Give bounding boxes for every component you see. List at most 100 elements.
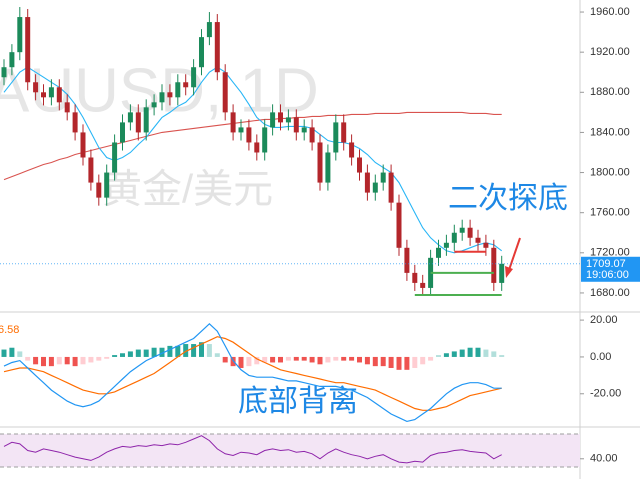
candle-body (238, 127, 244, 133)
price-tag (581, 256, 640, 282)
histogram-bar (483, 349, 489, 357)
histogram-bar (475, 347, 481, 357)
histogram-bar (167, 345, 173, 357)
annotation: 二次探底 (448, 182, 568, 215)
candle-body (222, 72, 228, 113)
candle-body (88, 157, 94, 183)
macd-line (3, 322, 502, 423)
candle-body (96, 182, 102, 198)
histogram-bar (112, 355, 118, 357)
rsi-line (3, 435, 502, 464)
arrow (508, 237, 521, 271)
candle-body (459, 227, 465, 233)
candle-body (214, 22, 220, 73)
candle-body (325, 152, 331, 183)
histogram-bar (317, 356, 323, 365)
candle-body (475, 237, 481, 243)
candle-body (199, 37, 204, 68)
histogram-bar (420, 356, 426, 365)
candle-body (9, 52, 15, 68)
candle-body (270, 112, 276, 128)
y-tick-label: 1760.00 (590, 207, 630, 219)
histogram-bar (349, 356, 355, 361)
candle-body (285, 117, 291, 123)
histogram-bar (380, 356, 386, 367)
histogram-bar (285, 356, 291, 361)
histogram-bar (278, 356, 283, 363)
candle-body (301, 127, 307, 133)
y-tick-label: 1840.00 (590, 126, 630, 138)
candle-body (436, 247, 441, 258)
histogram-bar (238, 356, 244, 368)
y-tick-label: 1800.00 (590, 166, 630, 178)
candle-body (191, 67, 197, 88)
histogram-bar (64, 356, 70, 365)
histogram-bar (443, 353, 449, 357)
candle-body (364, 172, 370, 193)
histogram-bar (33, 356, 39, 365)
candle-body (143, 107, 149, 133)
y-tick-label: 20.00 (590, 314, 618, 326)
candle-body (341, 122, 347, 143)
candle-body (420, 282, 426, 288)
candle-body (396, 202, 402, 248)
candle-body (183, 82, 189, 88)
histogram-bar (428, 356, 434, 361)
y-tick-label: 40.00 (590, 453, 618, 465)
histogram-bar (135, 349, 141, 357)
histogram-bar (88, 356, 94, 363)
candle-body (33, 82, 39, 93)
candle-body (104, 172, 110, 198)
candle-body (262, 127, 268, 153)
histogram-bar (364, 356, 370, 365)
histogram-bar (254, 356, 260, 365)
candle-body (451, 232, 457, 243)
candle-body (64, 102, 70, 113)
candle-body (499, 263, 505, 283)
histogram-bar (357, 356, 362, 363)
price-tag-time: 19:06:00 (586, 269, 629, 281)
histogram-bar (96, 356, 102, 361)
candle-body (151, 102, 157, 108)
histogram-bar (459, 349, 465, 357)
y-tick-label: 1920.00 (590, 46, 630, 58)
candle-body (246, 127, 252, 143)
candle-body (404, 247, 410, 273)
histogram-bar (467, 347, 473, 357)
histogram-bar (270, 356, 276, 363)
candle-body (293, 117, 299, 133)
candle-body (17, 17, 23, 53)
histogram-bar (230, 356, 236, 367)
histogram-bar (159, 347, 165, 357)
candle-body (254, 142, 260, 153)
histogram-bar (80, 356, 86, 365)
candle-body (25, 17, 31, 83)
histogram-bar (246, 356, 252, 367)
candle-body (443, 242, 449, 248)
histogram-bar (25, 356, 31, 361)
candle-body (80, 132, 86, 158)
histogram-bar (372, 356, 378, 367)
histogram-bar (404, 356, 410, 370)
candle-body (41, 92, 46, 98)
histogram-bar (222, 356, 228, 363)
candle-body (483, 242, 489, 248)
signal-readout: 6.58 (0, 324, 19, 336)
y-tick-label: 1880.00 (590, 86, 630, 98)
candle-body (159, 92, 165, 103)
candle-body (412, 272, 418, 283)
candle-body (175, 82, 181, 98)
candle-body (388, 172, 394, 203)
candle-body (309, 127, 315, 143)
histogram-bar (262, 356, 268, 363)
histogram-bar (56, 356, 62, 365)
histogram-bar (214, 353, 220, 357)
candle-body (206, 22, 212, 38)
histogram-bar (143, 349, 149, 357)
histogram-bar (333, 356, 339, 361)
candle-body (48, 87, 54, 98)
histogram-bar (451, 351, 457, 357)
histogram-bar (17, 351, 23, 357)
candle-body (112, 142, 118, 173)
